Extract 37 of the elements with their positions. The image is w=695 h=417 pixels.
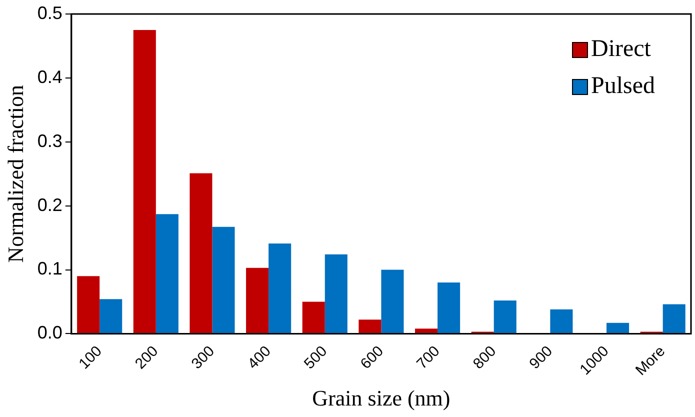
x-tick-label: 100 [76,342,106,373]
y-tick-label: 0.1 [37,258,62,279]
x-axis-title: Grain size (nm) [312,386,450,411]
x-tick-label: 800 [470,342,500,373]
bar [438,282,460,334]
bar [606,322,630,334]
bar [358,320,382,334]
bar [324,254,348,334]
y-axis-title: Normalized fraction [2,84,28,263]
x-tick-label: 200 [132,342,162,373]
bar [550,309,573,334]
x-tick-label: 400 [244,342,274,373]
y-tick-label: 0.4 [37,66,62,87]
bar [77,276,100,334]
x-tick-label: 300 [188,342,218,373]
bar [190,173,212,334]
bar [662,304,686,334]
bar [212,226,235,334]
y-tick-label: 0.0 [37,322,62,343]
bar [246,268,269,334]
y-tick-label: 0.2 [37,194,62,215]
bar [268,244,292,334]
bar [100,299,122,334]
bar [381,270,404,334]
x-tick-label: 600 [357,342,387,373]
bar [133,30,156,334]
y-tick-label: 0.3 [37,130,62,151]
bar [156,214,178,334]
x-tick-label: 700 [414,342,444,373]
y-tick-label: 0.5 [37,2,62,23]
bar [494,300,516,334]
bar [302,302,325,334]
x-tick-label: 500 [300,342,331,373]
legend-label: Pulsed [590,73,655,100]
x-tick-label: 900 [526,342,556,373]
legend-label: Direct [590,36,651,63]
bar [415,328,438,334]
